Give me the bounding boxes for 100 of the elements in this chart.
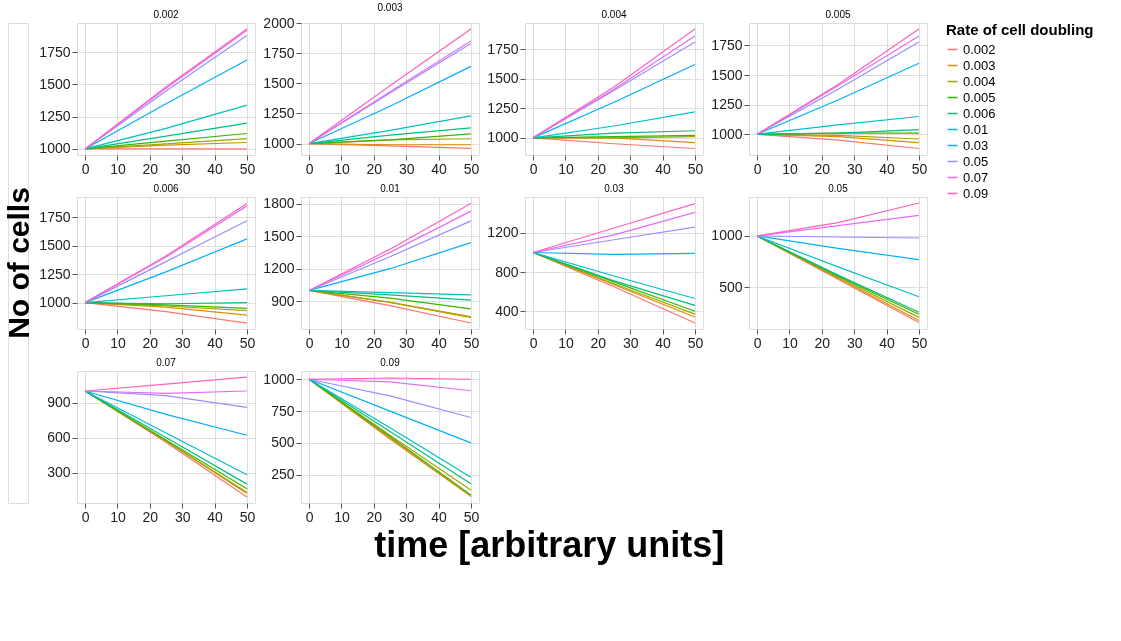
y-tick-label: 1750 — [711, 36, 743, 53]
x-tick-label: 40 — [655, 334, 672, 351]
y-tick-label: 1500 — [263, 227, 295, 244]
chart-title: 0.005 — [825, 9, 851, 20]
y-tick-label: 1000 — [711, 227, 743, 244]
x-tick-label: 30 — [398, 334, 415, 351]
y-tick-label: 900 — [271, 292, 295, 309]
y-tick-label: 300 — [47, 464, 71, 480]
x-tick-label: 30 — [622, 334, 639, 351]
x-tick-label: 20 — [142, 334, 159, 351]
x-tick-label: 10 — [110, 508, 126, 525]
x-tick-label: 20 — [814, 334, 831, 351]
x-tick-label: 40 — [431, 334, 448, 351]
x-tick-label: 20 — [366, 334, 383, 351]
legend-title: Rate of cell doubling — [946, 21, 1094, 38]
x-tick-label: 10 — [782, 160, 798, 177]
x-tick-label: 0 — [305, 334, 314, 351]
x-tick-label: 0 — [305, 508, 314, 525]
x-tick-label: 50 — [239, 508, 256, 525]
y-tick-label: 1250 — [711, 96, 743, 113]
x-tick-label: 50 — [463, 160, 480, 177]
x-tick-label: 40 — [207, 334, 224, 351]
x-tick-label: 10 — [782, 334, 798, 351]
y-tick-label: 1500 — [711, 66, 743, 83]
chart-title: 0.002 — [153, 9, 179, 20]
y-tick-label: 500 — [719, 278, 743, 295]
legend-label: 0.07 — [963, 169, 989, 185]
x-axis-title: time [arbitrary units] — [374, 523, 725, 565]
x-tick-label: 10 — [110, 334, 126, 351]
x-tick-label: 50 — [239, 334, 256, 351]
x-tick-label: 20 — [590, 334, 607, 351]
y-axis-title: No of cells — [2, 187, 35, 339]
x-tick-label: 50 — [463, 334, 480, 351]
y-tick-label: 1250 — [487, 99, 519, 116]
x-tick-label: 0 — [81, 334, 90, 351]
y-tick-label: 1500 — [39, 75, 71, 92]
x-tick-label: 20 — [142, 160, 159, 177]
y-tick-label: 250 — [271, 466, 295, 483]
y-tick-label: 1500 — [39, 237, 71, 254]
x-tick-label: 0 — [753, 160, 762, 177]
x-tick-label: 0 — [753, 334, 762, 351]
chart-title: 0.01 — [380, 182, 401, 194]
legend-label: 0.004 — [963, 73, 996, 89]
y-tick-label: 1500 — [487, 70, 519, 87]
x-tick-label: 40 — [207, 160, 224, 177]
x-tick-label: 20 — [366, 508, 383, 525]
chart-title: 0.09 — [380, 357, 401, 368]
y-tick-label: 400 — [495, 302, 519, 319]
chart-title: 0.006 — [153, 183, 179, 194]
legend-label: 0.003 — [963, 57, 996, 73]
legend-label: 0.006 — [963, 105, 996, 121]
x-tick-label: 40 — [655, 160, 672, 177]
chart-title: 0.03 — [604, 183, 625, 194]
x-tick-label: 40 — [431, 160, 448, 177]
y-tick-label: 2000 — [263, 14, 295, 31]
x-tick-label: 10 — [334, 508, 350, 525]
x-tick-label: 30 — [398, 160, 415, 177]
y-tick-label: 1250 — [39, 265, 71, 282]
y-tick-label: 1000 — [39, 294, 71, 311]
x-tick-label: 10 — [110, 160, 126, 177]
x-tick-label: 30 — [846, 334, 863, 351]
y-tick-label: 1800 — [263, 195, 295, 212]
y-tick-label: 1200 — [263, 260, 295, 277]
legend-label: 0.03 — [963, 137, 989, 153]
legend-label: 0.005 — [963, 89, 996, 105]
x-tick-label: 50 — [239, 160, 256, 177]
y-tick-label: 1250 — [263, 104, 295, 121]
x-tick-label: 50 — [687, 160, 704, 177]
chart-title: 0.05 — [828, 183, 849, 194]
y-tick-label: 1500 — [263, 74, 295, 91]
x-tick-label: 20 — [142, 508, 159, 525]
legend-label: 0.01 — [963, 121, 989, 137]
chart-title: 0.003 — [377, 2, 403, 13]
y-tick-label: 1000 — [487, 129, 519, 146]
x-tick-label: 40 — [207, 508, 224, 525]
x-tick-label: 10 — [334, 160, 350, 177]
x-tick-label: 0 — [81, 160, 90, 177]
x-tick-label: 30 — [846, 160, 863, 177]
x-tick-label: 0 — [305, 160, 314, 177]
x-tick-label: 10 — [558, 160, 574, 177]
y-tick-label: 1000 — [711, 125, 743, 142]
x-tick-label: 20 — [590, 160, 607, 177]
x-tick-label: 40 — [879, 160, 896, 177]
x-tick-label: 10 — [334, 334, 350, 351]
y-tick-label: 1000 — [263, 135, 295, 152]
legend-label: 0.002 — [963, 41, 996, 57]
legend-label: 0.09 — [963, 185, 989, 201]
chart-title: 0.004 — [601, 9, 627, 20]
y-tick-label: 1750 — [487, 40, 519, 57]
y-tick-label: 750 — [271, 402, 295, 419]
x-tick-label: 0 — [529, 160, 538, 177]
x-tick-label: 20 — [814, 160, 831, 177]
y-tick-label: 1750 — [263, 44, 295, 61]
x-tick-label: 30 — [174, 334, 191, 351]
x-tick-label: 10 — [558, 334, 574, 351]
y-tick-label: 1000 — [263, 370, 295, 387]
x-tick-label: 50 — [911, 160, 928, 177]
x-tick-label: 20 — [366, 160, 383, 177]
y-tick-label: 600 — [47, 429, 71, 446]
x-tick-label: 50 — [911, 334, 928, 351]
